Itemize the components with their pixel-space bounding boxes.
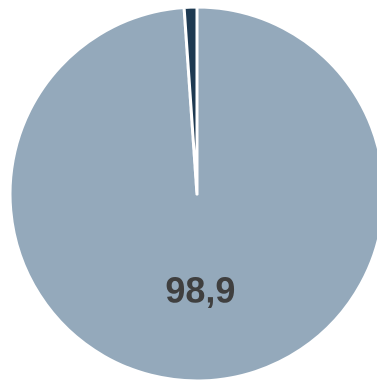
pie-slice-1 — [182, 5, 199, 196]
pie-slice-0 — [8, 5, 377, 380]
pie-slices — [8, 5, 377, 380]
slice-value-label: 98,9 — [165, 270, 235, 311]
